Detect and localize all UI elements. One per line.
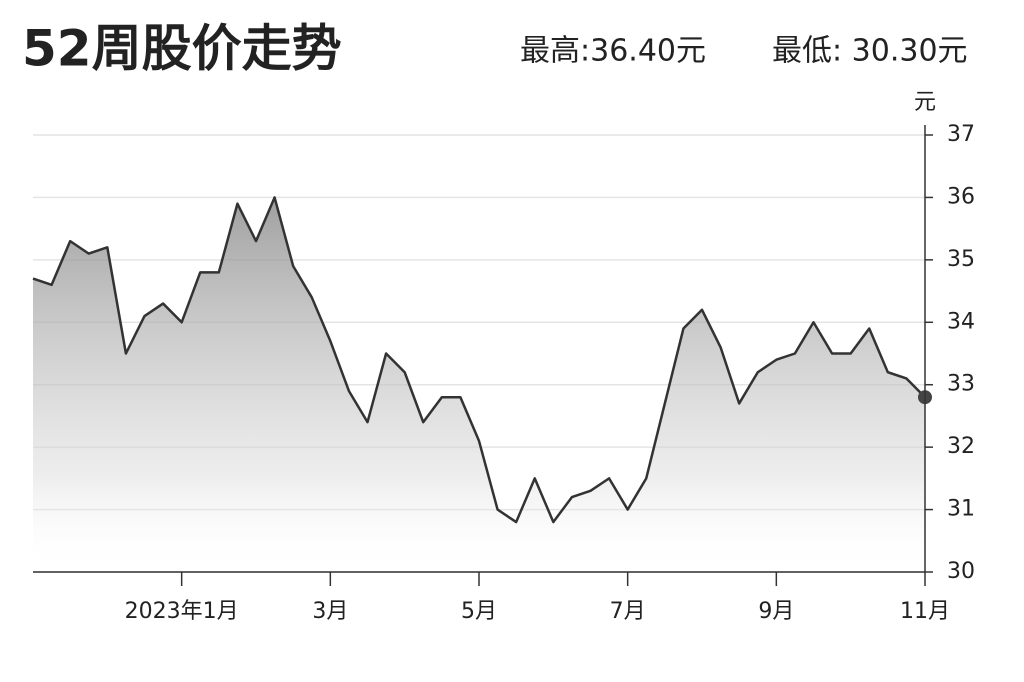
y-tick-label: 32 xyxy=(947,434,975,459)
y-tick-label: 34 xyxy=(947,309,975,334)
x-tick-label: 7月 xyxy=(610,599,646,624)
x-tick-label: 5月 xyxy=(461,599,497,624)
x-tick-label: 3月 xyxy=(312,599,348,624)
x-tick-label: 2023年1月 xyxy=(125,599,239,624)
y-tick-label: 30 xyxy=(947,559,975,584)
annotation: 最低: 30.30元 xyxy=(772,34,968,69)
chart-title: 52周股价走势 xyxy=(22,20,342,78)
annotation: 最高:36.40元 xyxy=(520,34,706,69)
y-tick-label: 37 xyxy=(947,122,975,147)
x-tick-label: 11月 xyxy=(900,599,950,624)
line xyxy=(32,196,926,524)
x-tick-label: 9月 xyxy=(758,599,794,624)
y-tick-label: 35 xyxy=(947,247,975,272)
y-axis-label: 元 xyxy=(914,90,936,115)
y-tick-label: 31 xyxy=(947,497,975,522)
y-tick-label: 36 xyxy=(947,184,975,209)
area xyxy=(33,197,925,572)
y-tick-label: 33 xyxy=(947,372,975,397)
